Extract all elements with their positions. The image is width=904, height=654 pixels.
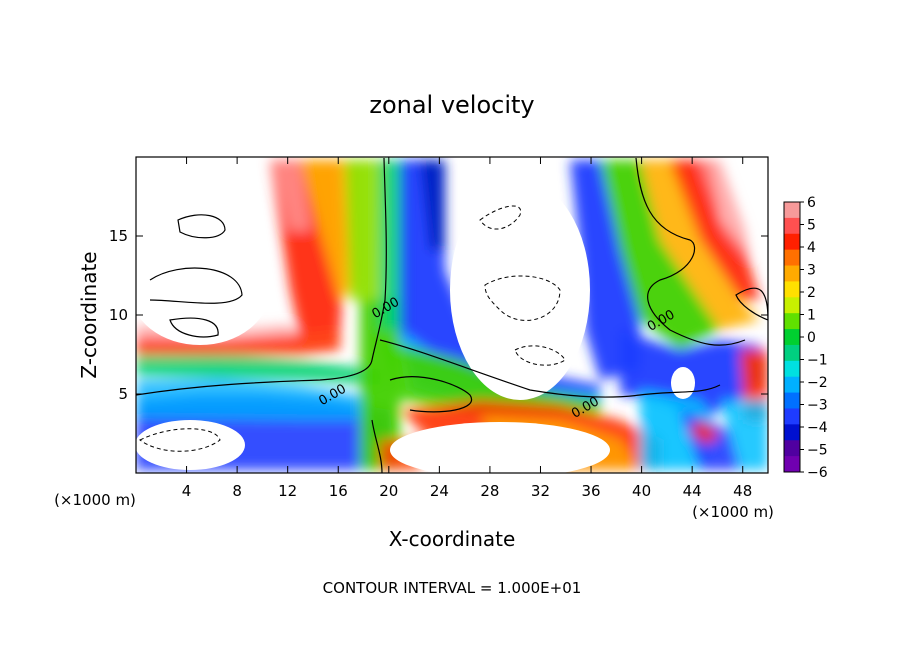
x-tick-label: 32	[531, 482, 550, 500]
colorbar-tick-label: −3	[807, 398, 828, 414]
colorbar-tick-label: 1	[807, 308, 816, 324]
x-axis-ticks: 4 8 12 16 20 24 28 32 36 40 44 48	[182, 157, 752, 500]
colorbar-swatch	[784, 360, 800, 378]
x-tick-label: 8	[232, 482, 242, 500]
colorbar-swatch	[784, 313, 800, 330]
colorbar-tick-label: −2	[807, 375, 828, 391]
colorbar-tick-label: 0	[807, 330, 816, 346]
colorbar-tick-label: 3	[807, 263, 816, 279]
colorbar-swatch	[784, 329, 800, 346]
colorbar-tick-label: 6	[807, 195, 816, 211]
colorbar-swatch	[784, 424, 800, 441]
x-unit-note: (×1000 m)	[692, 503, 774, 521]
colorbar-swatch	[784, 249, 800, 267]
colorbar-swatch	[784, 217, 800, 235]
colorbar-tick-label: 5	[807, 218, 816, 234]
colorbar-swatch	[784, 265, 800, 282]
x-tick-label: 24	[430, 482, 449, 500]
colorbar-swatch	[784, 297, 800, 314]
x-tick-label: 4	[182, 482, 192, 500]
contour-interval-footer: CONTOUR INTERVAL = 1.000E+01	[323, 579, 582, 597]
colorbar-swatch	[784, 233, 800, 251]
colorbar-tick-label: 4	[807, 240, 816, 256]
velocity-field	[136, 160, 768, 473]
x-tick-label: 16	[329, 482, 348, 500]
y-tick-label: 10	[109, 306, 128, 324]
colorbar-swatch	[784, 344, 800, 362]
colorbar-tick-label: 2	[807, 285, 816, 301]
chart-title: zonal velocity	[369, 91, 534, 119]
dashed-contours	[139, 205, 566, 452]
x-tick-label: 40	[632, 482, 651, 500]
colorbar-tick-label: −5	[807, 443, 828, 459]
x-tick-label: 28	[480, 482, 499, 500]
colorbar-tick-label: −1	[807, 353, 828, 369]
x-tick-label: 48	[733, 482, 752, 500]
colorbar: 6 5 4 3 2 1 0 −1 −2 −3 −4 −5 −6	[783, 195, 828, 481]
colorbar-swatch	[784, 408, 800, 425]
x-axis-label: X-coordinate	[389, 527, 516, 551]
colorbar-tick-label: −4	[807, 420, 828, 436]
colorbar-swatch	[784, 392, 800, 409]
y-tick-label: 5	[118, 385, 128, 403]
y-unit-note: (×1000 m)	[54, 491, 136, 509]
colorbar-swatch	[784, 376, 800, 394]
x-tick-label: 44	[683, 482, 702, 500]
contour-lines	[136, 157, 768, 473]
y-axis-label: Z-coordinate	[77, 251, 101, 378]
x-tick-label: 20	[379, 482, 398, 500]
x-tick-label: 12	[278, 482, 297, 500]
y-axis-ticks: 5 10 15	[109, 227, 768, 403]
colorbar-swatch	[784, 440, 800, 457]
colorbar-swatch	[784, 456, 800, 473]
x-tick-label: 36	[581, 482, 600, 500]
y-tick-label: 15	[109, 227, 128, 245]
colorbar-swatch	[784, 281, 800, 298]
colorbar-tick-label: −6	[807, 465, 828, 481]
colorbar-swatch	[784, 202, 800, 219]
